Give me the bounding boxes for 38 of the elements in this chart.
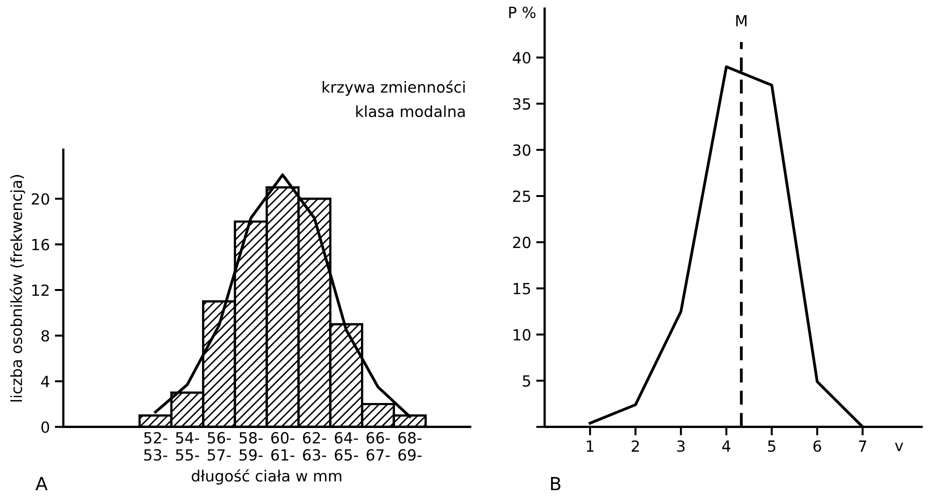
x-tick-label: 56- 57- (208, 432, 231, 461)
y-tick-label: 40 (512, 52, 530, 64)
text: A (36, 477, 48, 490)
y-tick-label: 30 (513, 144, 530, 156)
text: B (551, 477, 560, 490)
y-tick-label: 5 (522, 375, 530, 387)
y-tick-label: 12 (32, 284, 49, 296)
x-tick-label: 4 (722, 440, 730, 452)
x-tick-label: 66- 67- (366, 432, 390, 461)
x-tick-label: 3 (677, 440, 685, 452)
x-tick-label: 2 (632, 440, 639, 452)
y-tick-label: 8 (41, 330, 50, 342)
x-axis-title: długość ciała w mm (192, 469, 342, 485)
x-tick-label: 6 (813, 440, 822, 452)
ref-line-label: M (736, 15, 746, 26)
y-tick-label: 0 (41, 421, 50, 433)
x-tick-label: 52- 53- (144, 432, 168, 461)
x-axis-title: v (895, 442, 904, 452)
text: krzywa zmienności (322, 80, 465, 96)
y-tick-label: 35 (513, 98, 530, 110)
y-tick-label: 15 (514, 283, 530, 294)
text: klasa modalna (356, 105, 465, 118)
x-tick-label: 60- 61- (271, 432, 294, 461)
x-tick-label: 1 (586, 440, 594, 452)
x-tick-label: 62- 63- (303, 432, 326, 461)
x-tick-label: 68- 69- (398, 432, 422, 461)
y-tick-label: 25 (513, 190, 530, 202)
y-axis-title: P % (509, 6, 536, 18)
x-tick-label: 58- 59- (240, 432, 263, 461)
y-tick-label: 10 (514, 329, 530, 341)
x-tick-label: 5 (768, 440, 776, 452)
x-tick-label: 7 (859, 440, 866, 452)
x-tick-label: 64- 65- (334, 432, 358, 461)
y-tick-label: 20 (32, 193, 50, 205)
y-axis-title: liczba osobników (frekwencja) (10, 175, 26, 402)
y-tick-label: 4 (41, 376, 50, 388)
y-tick-label: 16 (32, 238, 50, 250)
y-tick-label: 20 (513, 236, 530, 248)
